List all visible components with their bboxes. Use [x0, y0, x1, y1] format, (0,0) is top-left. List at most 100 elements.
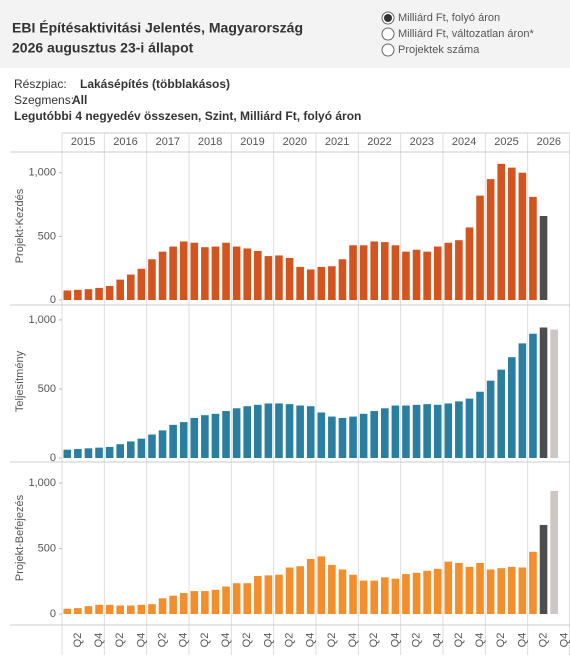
bar [359, 580, 368, 614]
radio[interactable] [381, 27, 395, 41]
bar [518, 567, 527, 614]
x-tick-label: Q2 [495, 633, 507, 648]
x-tick-label: Q2 [199, 633, 211, 648]
filter-label: Részpiac: [14, 77, 67, 91]
bar [486, 569, 495, 614]
y-tick-label: 500 [38, 383, 56, 395]
x-tick-label: Q2 [72, 633, 84, 648]
bar [328, 416, 336, 458]
bar [444, 242, 453, 300]
year-label: 2019 [240, 136, 264, 148]
x-tick-label: Q2 [368, 633, 380, 648]
bar [338, 569, 347, 614]
bar [285, 567, 294, 614]
bar [201, 415, 209, 458]
bar [243, 406, 252, 458]
bar [148, 259, 156, 300]
bar [95, 287, 103, 300]
bar [338, 417, 347, 458]
bar [328, 266, 336, 300]
bar [518, 343, 527, 458]
bar [296, 266, 304, 300]
bar [455, 562, 463, 614]
bar [433, 404, 442, 458]
radio-label[interactable]: Milliárd Ft, folyó áron [398, 12, 500, 24]
bar [412, 572, 421, 614]
bar [296, 405, 304, 458]
bar [455, 401, 463, 458]
bar [95, 447, 103, 458]
bar [550, 329, 558, 458]
bar [529, 196, 537, 300]
bar [402, 405, 410, 458]
year-label: 2015 [71, 136, 95, 148]
bar [359, 245, 368, 300]
bar [95, 604, 103, 614]
bar [402, 574, 410, 614]
bar [497, 163, 506, 300]
bar [380, 577, 389, 614]
x-tick-label: Q2 [156, 633, 168, 648]
bar [190, 242, 199, 300]
bar [444, 561, 453, 614]
x-tick-label: Q2 [453, 633, 465, 648]
bar [169, 246, 177, 300]
bar [476, 391, 484, 458]
bar [84, 606, 93, 614]
y-tick-label: 0 [50, 452, 56, 464]
year-label: 2020 [283, 136, 307, 148]
x-tick-label: Q2 [537, 633, 549, 648]
x-tick-label: Q4 [347, 633, 359, 648]
bar [243, 248, 252, 300]
x-tick-label: Q4 [262, 633, 274, 648]
bar [253, 576, 262, 614]
subtitle: Legutóbbi 4 negyedév összesen, Szint, Mi… [14, 109, 361, 123]
bar [380, 408, 389, 458]
bar [137, 604, 146, 614]
radio[interactable] [381, 43, 395, 57]
title: 2026 augusztus 23-i állapot [12, 40, 194, 56]
year-label: 2022 [367, 136, 391, 148]
bar [349, 245, 357, 300]
bar [370, 580, 379, 614]
bar [275, 255, 283, 300]
header-band [0, 0, 570, 68]
y-tick-label: 0 [50, 294, 56, 306]
radio-label[interactable]: Milliárd Ft, változatlan áron* [398, 28, 534, 40]
x-tick-label: Q4 [305, 633, 317, 648]
bar [211, 413, 220, 458]
bar [359, 413, 368, 458]
bar [455, 240, 463, 300]
bar [465, 398, 474, 458]
y-axis-title: Projekt-Kezdés [14, 188, 26, 263]
bar [137, 268, 146, 300]
x-tick-label: Q4 [178, 633, 190, 648]
bar [306, 559, 315, 614]
year-label: 2023 [410, 136, 434, 148]
bar [370, 411, 379, 458]
bar [476, 562, 484, 614]
bar [412, 404, 421, 458]
bar [423, 251, 431, 300]
bar [433, 568, 442, 614]
y-axis-title: Projekt-Befejezés [14, 494, 26, 581]
bar [148, 604, 156, 614]
bar [275, 403, 283, 458]
bar [169, 424, 177, 458]
bar [264, 256, 273, 300]
bar [423, 570, 431, 614]
year-label: 2025 [494, 136, 518, 148]
bar [275, 574, 283, 614]
bar [423, 404, 431, 458]
bar [63, 608, 72, 614]
bar [84, 289, 93, 300]
y-axis-title: Teljesítmény [14, 350, 26, 412]
bar [465, 227, 474, 300]
bar [317, 556, 326, 614]
radio-label[interactable]: Projektek száma [398, 44, 480, 56]
x-tick-label: Q4 [220, 633, 232, 648]
x-tick-label: Q2 [283, 633, 295, 648]
bar [507, 357, 516, 458]
bar [74, 449, 82, 458]
bar [402, 251, 410, 300]
